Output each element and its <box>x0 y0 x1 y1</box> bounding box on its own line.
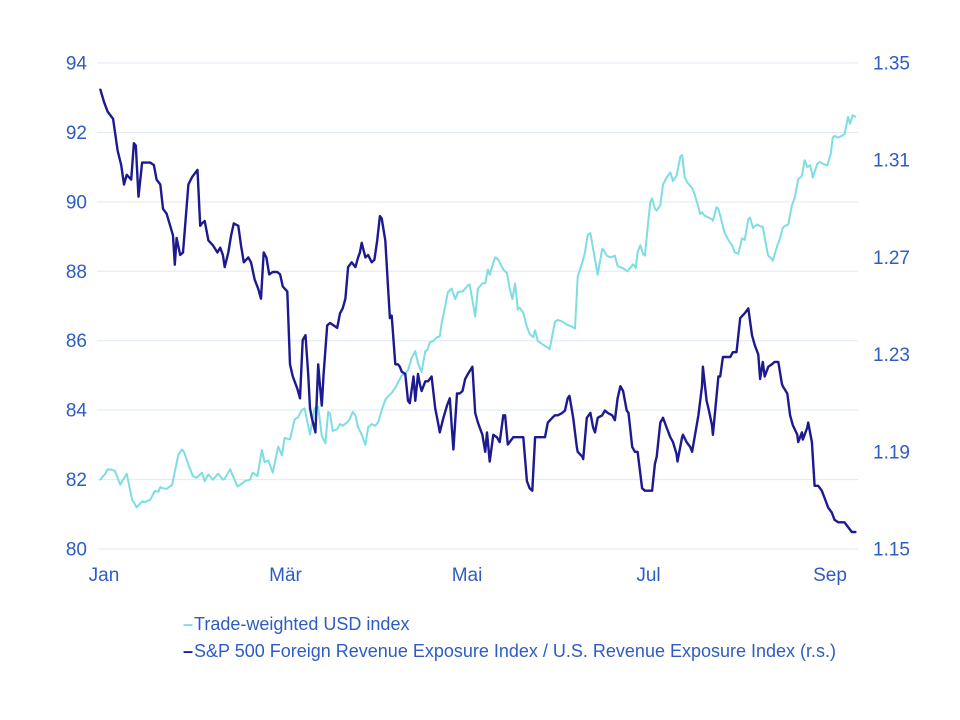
legend-dash-icon: – <box>183 614 194 634</box>
series-line-sp500-revenue-exposure <box>99 88 857 534</box>
left-axis-tick-label: 92 <box>66 123 87 144</box>
left-axis-tick-label: 94 <box>66 54 88 75</box>
left-axis-tick-label: 88 <box>66 262 87 283</box>
right-axis-tick-label: 1.27 <box>873 248 910 269</box>
legend-dash-icon: – <box>183 641 194 661</box>
legend-item: – Trade-weighted USD index <box>183 611 836 638</box>
x-axis-tick-label: Jan <box>89 565 120 586</box>
right-axis-tick-label: 1.15 <box>873 540 910 561</box>
legend-label: S&P 500 Foreign Revenue Exposure Index /… <box>194 641 837 661</box>
x-axis-tick-label: Mai <box>452 565 483 586</box>
right-axis-tick-label: 1.23 <box>873 345 910 366</box>
left-axis-tick-label: 80 <box>66 540 87 561</box>
right-axis-tick-label: 1.19 <box>873 442 910 463</box>
legend-label: Trade-weighted USD index <box>194 614 410 634</box>
left-axis-tick-label: 84 <box>66 401 88 422</box>
x-axis-tick-label: Jul <box>636 565 660 586</box>
legend-item: – S&P 500 Foreign Revenue Exposure Index … <box>183 638 836 665</box>
right-axis-tick-label: 1.35 <box>873 54 910 75</box>
left-axis-tick-label: 82 <box>66 470 87 491</box>
right-axis-tick-label: 1.31 <box>873 151 910 172</box>
x-axis-tick-label: Mär <box>269 565 302 586</box>
x-axis-tick-label: Sep <box>813 565 847 586</box>
left-axis-tick-label: 90 <box>66 192 87 213</box>
chart-legend: – Trade-weighted USD index – S&P 500 Foreig… <box>183 611 836 665</box>
series-line-trade-weighted-usd <box>99 114 857 509</box>
left-axis-tick-label: 86 <box>66 331 87 352</box>
